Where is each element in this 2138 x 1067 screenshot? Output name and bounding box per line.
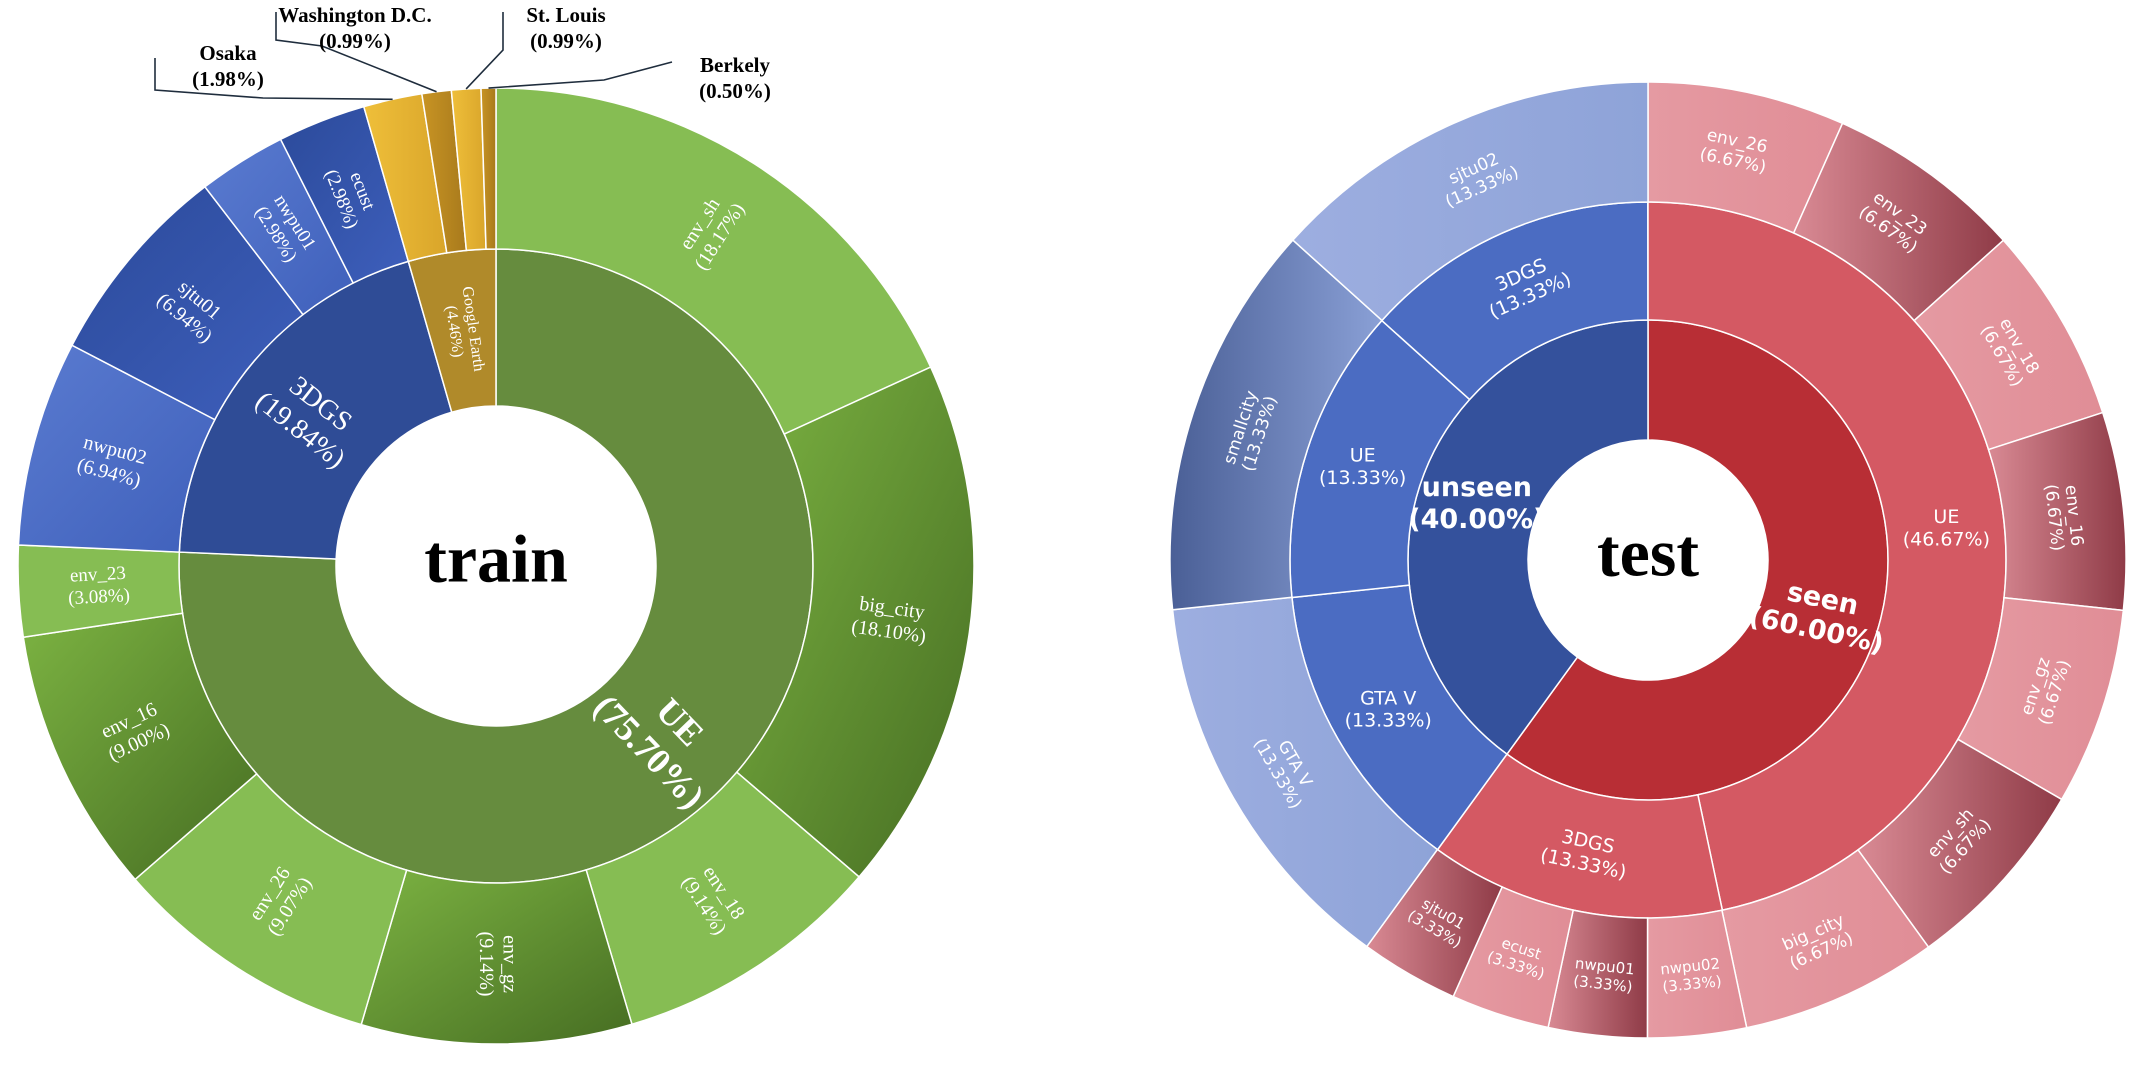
- train-outer-env-23-6-label: env_23(3.08%): [68, 563, 131, 609]
- test-middle-ue-0-label-name: UE: [1933, 506, 1959, 528]
- train-outer-big-city-1-segment: [735, 366, 975, 878]
- test-outer-nwpu02-7-label: nwpu02(3.33%): [1659, 954, 1722, 996]
- callout-line-berkely: [488, 61, 673, 89]
- test-outer-nwpu01-8-label: nwpu01(3.33%): [1572, 954, 1635, 996]
- train-outer-env-gz-3-label-percent: (9.14%): [475, 932, 497, 997]
- test-title: test: [1597, 515, 1699, 591]
- test-middle-gta-v-2-label-name: GTA V: [1360, 687, 1416, 709]
- test-outer-sjtu02-13-segment: [1291, 81, 1649, 322]
- callout-line-osaka: [154, 58, 393, 101]
- test-center: [1528, 440, 1768, 680]
- callout-washington-d-c-name: Washington D.C.: [278, 3, 431, 27]
- callout-berkely-name: Berkely: [700, 53, 770, 77]
- train-outer-env-sh-0-segment: [495, 87, 932, 436]
- train-outer-berkely-14-segment: [480, 87, 497, 250]
- test-middle-gta-v-2-label: GTA V(13.33%): [1345, 687, 1432, 731]
- callout-st-louis-name: St. Louis: [526, 3, 605, 27]
- test-inner-unseen-1-label: unseen(40.00%): [1408, 472, 1545, 535]
- train-outer-env-gz-3-label: env_gz(9.14%): [475, 932, 521, 997]
- test-inner-unseen-1-label-name: unseen: [1422, 472, 1532, 503]
- test-inner-unseen-1-label-percent: (40.00%): [1408, 504, 1545, 535]
- train-center: [336, 406, 656, 726]
- callout-washington-d-c-percent: (0.99%): [319, 29, 391, 53]
- test-middle-ue-3-label-name: UE: [1350, 445, 1376, 467]
- callout-osaka-name: Osaka: [199, 41, 257, 65]
- test-middle-ue-0-label: UE(46.67%): [1903, 506, 1990, 550]
- test-middle-ue-0-label-percent: (46.67%): [1903, 528, 1990, 550]
- test-outer-env-16-3-label: env_16(6.67%): [2040, 483, 2087, 552]
- callout-berkely-percent: (0.50%): [699, 79, 771, 103]
- test-middle-gta-v-2-label-percent: (13.33%): [1345, 710, 1432, 732]
- train-outer-env-23-6-label-percent: (3.08%): [68, 585, 131, 609]
- train-title: train: [424, 521, 568, 597]
- callout-line-st-louis: [465, 12, 504, 90]
- callout-st-louis-percent: (0.99%): [530, 29, 602, 53]
- test-middle-ue-3-label-percent: (13.33%): [1319, 467, 1406, 489]
- test-middle-ue-3-label: UE(13.33%): [1319, 445, 1406, 489]
- callout-line-washington-d-c: [275, 12, 437, 93]
- train-outer-env-gz-3-label-name: env_gz: [499, 935, 521, 993]
- train-outer-env-23-6-label-name: env_23: [69, 563, 126, 587]
- callout-osaka-percent: (1.98%): [192, 67, 264, 91]
